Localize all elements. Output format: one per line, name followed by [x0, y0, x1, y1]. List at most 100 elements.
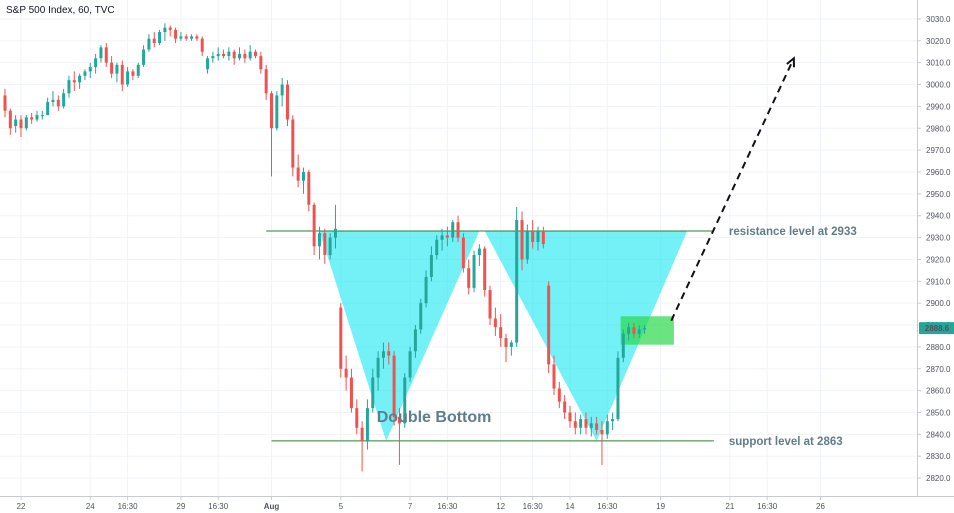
candle-body — [275, 95, 279, 129]
x-tick-label: 19 — [656, 502, 665, 511]
candle-body — [408, 351, 412, 378]
candle-body — [83, 71, 87, 76]
candle-body — [270, 93, 273, 129]
y-tick-label: 2840.0 — [926, 430, 951, 439]
candle-body — [403, 377, 407, 424]
x-tick-label: 29 — [176, 502, 185, 511]
candle-body — [381, 351, 385, 358]
projection-arrow-line — [670, 57, 795, 322]
candle-body — [323, 233, 327, 256]
candle-body — [600, 429, 604, 435]
candle-body — [291, 119, 295, 168]
candle-body — [429, 255, 433, 277]
candle-body — [488, 290, 492, 319]
candle-body — [206, 58, 210, 70]
candle-body — [509, 342, 513, 347]
candle-body — [259, 56, 263, 70]
x-tick-label: 16:30 — [757, 502, 778, 511]
candle-body — [435, 239, 439, 256]
candle-body — [14, 119, 18, 127]
candle-body — [142, 49, 146, 65]
candle-body — [605, 421, 609, 435]
y-tick-label: 2900.0 — [926, 299, 951, 308]
y-tick-label: 2870.0 — [926, 365, 951, 374]
candle-body — [515, 220, 519, 343]
candle-body — [387, 351, 391, 356]
support-label: support level at 2863 — [729, 436, 843, 448]
x-tick-label: 24 — [86, 502, 95, 511]
candle-body — [296, 167, 300, 181]
x-tick-label: 16:30 — [523, 502, 544, 511]
y-tick-label: 2880.0 — [926, 343, 951, 352]
x-tick-label: 7 — [408, 502, 413, 511]
candle-body — [254, 51, 258, 57]
candle-body — [317, 233, 321, 247]
candle-body — [632, 327, 636, 334]
y-tick-label: 2980.0 — [926, 124, 951, 133]
candle-body — [190, 36, 194, 39]
pattern-label: Double Bottom — [377, 409, 492, 426]
candle-body — [72, 80, 76, 83]
candle-body — [3, 95, 7, 111]
candle-body — [30, 117, 34, 120]
candle-body — [616, 357, 620, 420]
y-tick-label: 2850.0 — [926, 408, 951, 417]
candle-body — [168, 27, 172, 30]
y-tick-label: 3020.0 — [926, 37, 951, 46]
candle-body — [413, 329, 417, 352]
candle-body — [467, 268, 471, 288]
candle-body — [365, 408, 369, 441]
candle-body — [541, 231, 545, 245]
candle-body — [62, 93, 66, 107]
candle-body — [120, 64, 124, 85]
candle-body — [456, 222, 460, 238]
chart-title: S&P 500 Index, 60, TVC — [6, 5, 115, 16]
candle-body — [163, 27, 167, 33]
candle-body — [477, 248, 481, 256]
x-tick-label: Aug — [264, 502, 280, 511]
candle-body — [46, 102, 50, 116]
candle-body — [158, 32, 162, 43]
candle-body — [200, 38, 204, 52]
pattern-triangle-1 — [319, 231, 480, 441]
candle-body — [115, 64, 119, 74]
candle-body — [333, 228, 337, 238]
y-tick-label: 2950.0 — [926, 190, 951, 199]
candle-body — [499, 327, 503, 339]
candle-body — [301, 171, 305, 181]
candle-body — [397, 416, 401, 424]
candle-body — [24, 117, 28, 129]
candle-body — [328, 237, 332, 256]
x-tick-label: 14 — [566, 502, 575, 511]
y-tick-label: 2930.0 — [926, 234, 951, 243]
pattern-triangle-2 — [484, 231, 688, 441]
candle-body — [104, 47, 108, 63]
y-tick-label: 2820.0 — [926, 474, 951, 483]
candle-body — [595, 423, 599, 430]
candle-body — [483, 248, 487, 291]
y-tick-label: 2830.0 — [926, 452, 951, 461]
x-tick-label: 16:30 — [437, 502, 458, 511]
candle-body — [94, 58, 98, 68]
candle-body — [35, 115, 39, 120]
candle-body — [285, 84, 289, 120]
candle-body — [627, 327, 631, 334]
candle-body — [643, 328, 647, 330]
y-tick-label: 3030.0 — [926, 15, 951, 24]
candle-body — [552, 364, 556, 389]
candle-layer — [3, 23, 647, 472]
candle-body — [611, 419, 615, 422]
x-tick-label: 26 — [816, 502, 825, 511]
candle-body — [152, 38, 156, 43]
candle-body — [445, 235, 449, 238]
candle-body — [179, 36, 183, 39]
candle-body — [621, 333, 625, 358]
candle-body — [78, 75, 82, 83]
candle-body — [579, 419, 583, 428]
candle-body — [227, 51, 231, 57]
y-tick-label: 3010.0 — [926, 59, 951, 68]
